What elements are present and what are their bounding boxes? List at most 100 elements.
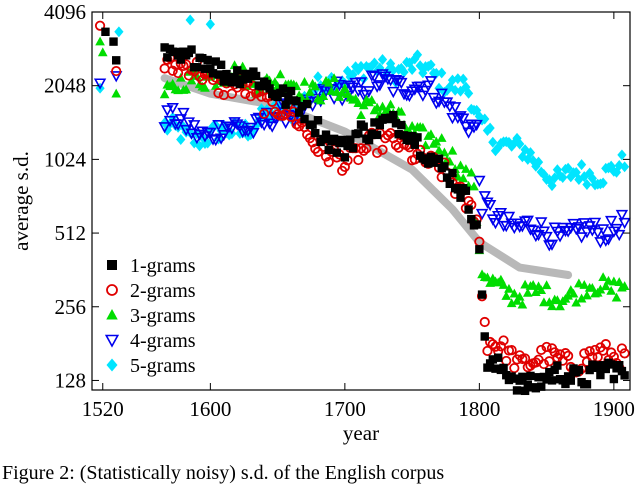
data-point (489, 218, 502, 230)
y-tick-label: 256 (55, 295, 87, 319)
data-point (412, 49, 423, 61)
data-point (501, 291, 512, 300)
data-point (528, 280, 538, 289)
data-point (494, 208, 508, 220)
data-point (353, 98, 364, 107)
y-tick-label: 2048 (44, 74, 86, 98)
data-point (596, 370, 605, 380)
data-point (112, 56, 121, 65)
data-point (424, 159, 433, 168)
data-point (391, 77, 401, 89)
data-point (525, 147, 536, 159)
data-point (515, 138, 525, 150)
data-point (225, 123, 239, 135)
data-point (292, 97, 301, 106)
data-point (375, 120, 385, 130)
data-point (481, 197, 494, 209)
data-point (111, 65, 122, 77)
data-point (255, 117, 268, 129)
data-point (498, 280, 509, 289)
legend-label: 3-grams (130, 305, 196, 327)
legend-item: 1-grams (107, 255, 196, 277)
data-point (610, 223, 623, 236)
data-point (434, 145, 444, 155)
data-point (582, 380, 592, 389)
data-point (163, 53, 172, 62)
data-point (366, 95, 377, 104)
data-point (439, 147, 450, 157)
y-tick-label: 512 (55, 221, 87, 245)
data-point (617, 366, 627, 376)
data-point (536, 344, 547, 356)
data-point (297, 102, 307, 111)
data-point (606, 160, 616, 172)
data-point (186, 75, 197, 85)
data-point (391, 119, 401, 128)
data-point (275, 69, 286, 79)
data-point (262, 79, 272, 89)
data-point (598, 272, 608, 282)
data-point (359, 122, 368, 131)
data-point (574, 174, 584, 186)
data-point (278, 84, 288, 93)
data-point (456, 193, 465, 202)
data-point (236, 126, 249, 139)
data-point (388, 64, 398, 76)
data-point (209, 135, 222, 147)
data-point (448, 168, 457, 178)
data-point (445, 179, 454, 189)
data-point (510, 374, 519, 383)
y-tick-label: 4096 (44, 0, 86, 24)
data-point (453, 185, 463, 194)
data-point (620, 371, 629, 380)
legend-marker (104, 334, 120, 348)
data-point (579, 348, 590, 359)
data-point (372, 130, 382, 140)
data-point (547, 180, 557, 192)
data-point (431, 67, 441, 79)
data-point (205, 18, 215, 30)
data-point (299, 90, 310, 102)
data-point (552, 164, 562, 176)
data-point (613, 229, 626, 242)
data-point (174, 114, 187, 126)
data-point (342, 65, 353, 77)
data-point (368, 71, 381, 83)
data-point (475, 245, 484, 254)
data-point (540, 231, 553, 244)
data-point (619, 281, 630, 290)
data-point (161, 105, 174, 117)
y-axis-label: average s.d. (9, 151, 33, 251)
data-point (578, 218, 591, 230)
data-point (533, 156, 544, 168)
data-point (249, 67, 258, 76)
data-point (219, 77, 229, 86)
data-point (606, 285, 616, 295)
data-point (477, 290, 487, 299)
data-point (178, 121, 189, 133)
data-point (455, 160, 466, 170)
data-point (203, 55, 212, 65)
data-point (454, 111, 467, 123)
data-point (399, 66, 409, 78)
data-point (159, 63, 170, 74)
data-point (504, 283, 514, 293)
data-point (453, 73, 463, 85)
data-point (442, 173, 452, 182)
data-point (407, 131, 417, 141)
data-point (582, 290, 592, 300)
data-point (473, 175, 486, 188)
data-point (109, 37, 118, 46)
data-point (544, 356, 555, 367)
data-point (500, 221, 513, 233)
data-point (94, 20, 106, 31)
data-point (467, 214, 476, 224)
data-point (372, 147, 383, 159)
data-point (483, 199, 497, 212)
data-point (259, 108, 270, 119)
data-point (176, 55, 185, 64)
legend-marker (106, 358, 118, 372)
data-point (332, 148, 341, 157)
data-point (461, 186, 471, 195)
data-point (319, 134, 328, 144)
